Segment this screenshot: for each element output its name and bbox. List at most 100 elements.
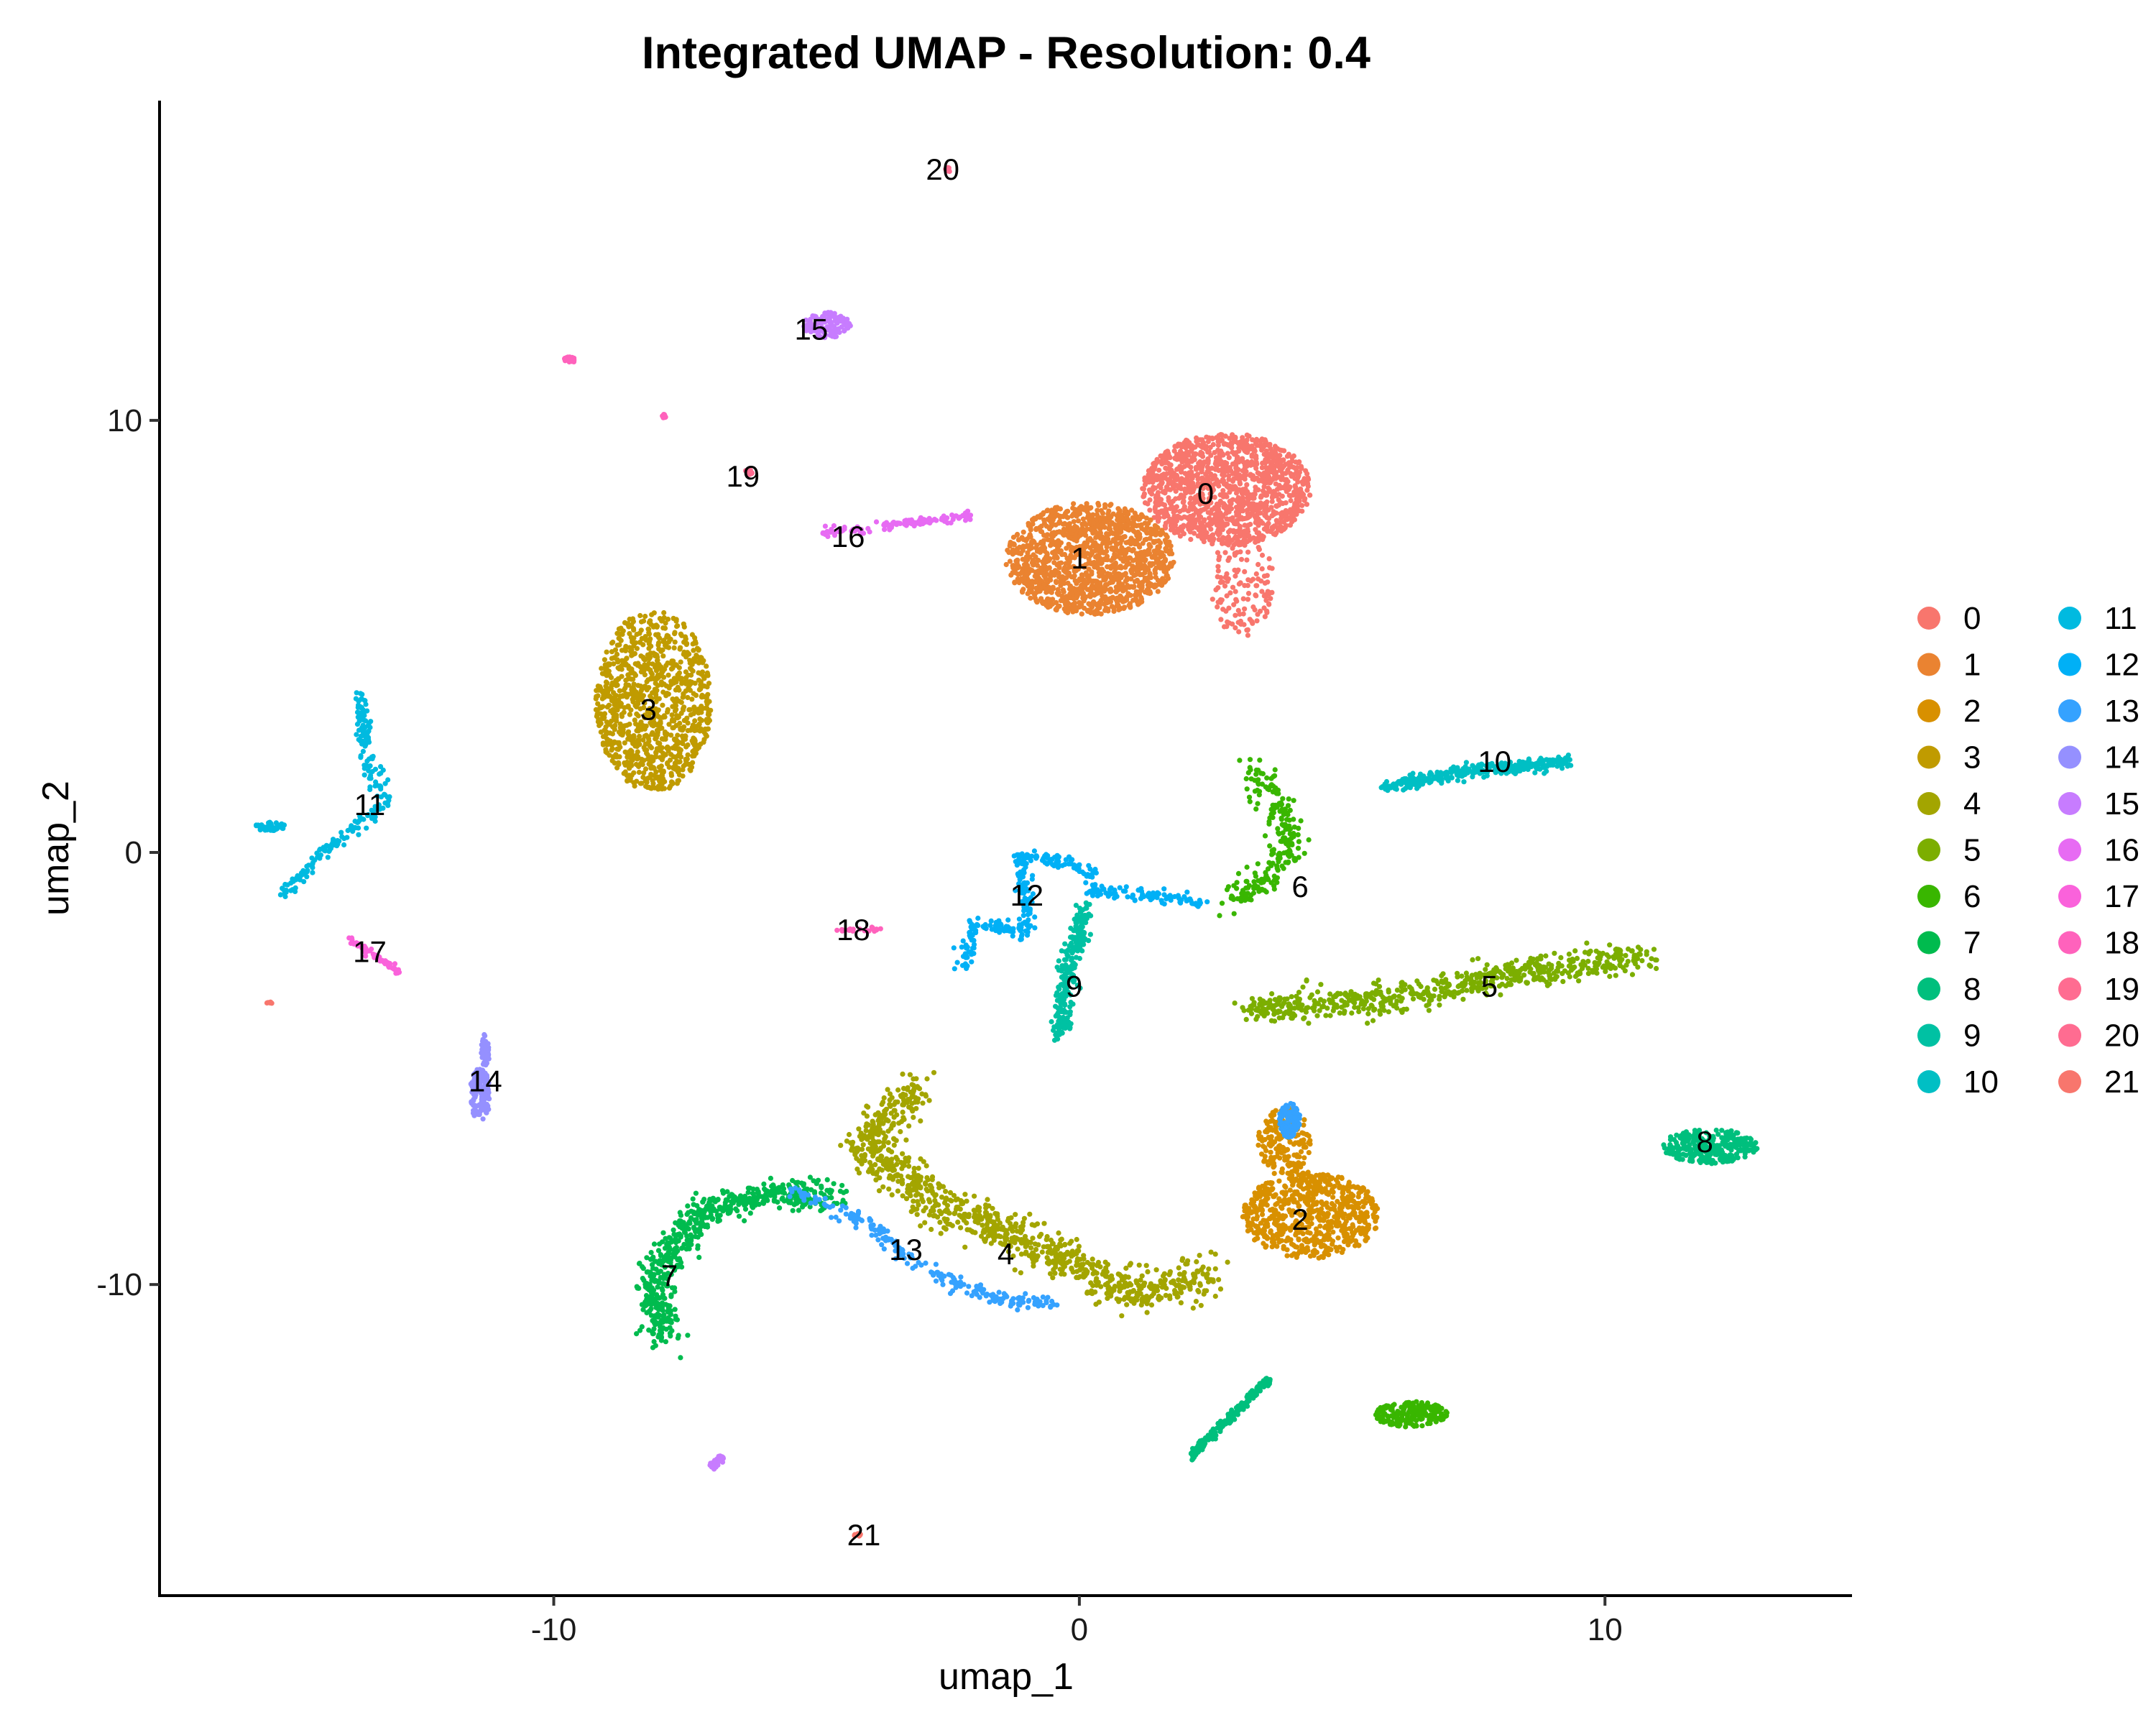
cell-point: [1252, 462, 1258, 468]
cell-point: [1228, 506, 1235, 512]
cell-point: [1077, 604, 1082, 610]
cell-point: [1304, 487, 1310, 493]
cell-point: [959, 1214, 964, 1220]
cell-point: [666, 785, 673, 791]
cell-point: [1317, 1184, 1323, 1190]
cell-point: [1118, 556, 1124, 561]
cell-point: [1101, 575, 1107, 581]
cell-point: [1226, 455, 1232, 461]
cell-point: [1059, 593, 1065, 599]
cell-point: [1259, 589, 1265, 594]
cell-point: [1354, 1241, 1360, 1247]
cell-point: [1151, 461, 1156, 466]
cell-point: [1207, 495, 1213, 501]
cell-point: [895, 1087, 901, 1093]
cell-point: [1276, 1133, 1282, 1140]
cell-point: [1276, 456, 1281, 461]
cell-point: [1301, 1161, 1307, 1167]
cell-point: [1053, 522, 1059, 528]
cell-point: [1262, 1197, 1268, 1203]
cell-point: [1235, 494, 1241, 501]
cell-point: [640, 686, 645, 691]
cell-point: [1296, 1141, 1302, 1147]
cell-point: [1258, 1220, 1263, 1226]
cell-point: [1271, 1171, 1277, 1177]
cell-point: [1323, 1251, 1329, 1257]
cell-point: [1333, 1177, 1339, 1183]
cell-point: [605, 669, 611, 676]
cell-point: [649, 676, 655, 681]
cell-point: [1210, 532, 1216, 538]
cell-point: [1259, 1212, 1266, 1218]
cell-point: [1104, 553, 1110, 559]
cell-point: [671, 658, 676, 664]
cell-point: [1268, 1186, 1274, 1192]
cell-point: [1138, 581, 1144, 586]
cell-point: [1215, 479, 1220, 484]
cell-point: [1305, 1169, 1311, 1175]
cell-point: [694, 724, 699, 730]
cell-point: [1228, 498, 1234, 504]
cell-point: [1251, 477, 1257, 482]
cell-point: [1189, 472, 1195, 478]
cell-point: [1330, 1195, 1336, 1200]
cell-point: [1281, 463, 1287, 469]
cell-point: [1147, 497, 1153, 503]
cell-point: [690, 753, 696, 759]
cell-point: [1086, 566, 1092, 572]
cell-point: [1240, 468, 1245, 474]
cell-point: [1258, 1205, 1263, 1210]
cell-point: [1267, 1158, 1273, 1164]
cell-point: [1268, 1228, 1273, 1234]
cell-point: [1197, 482, 1203, 488]
cell-point: [1268, 505, 1274, 510]
cell-point: [1054, 579, 1059, 586]
cell-point: [1177, 466, 1183, 472]
cell-point: [1067, 524, 1072, 530]
cell-point: [652, 653, 658, 658]
cell-point: [1237, 479, 1243, 485]
cell-point: [1292, 501, 1298, 507]
cell-point: [657, 740, 663, 747]
cell-point: [646, 645, 652, 651]
cell-point: [696, 677, 702, 683]
cell-point: [1227, 489, 1233, 495]
cell-point: [1218, 617, 1224, 622]
cell-point: [885, 1087, 890, 1092]
cell-point: [1231, 602, 1237, 607]
cell-point: [1010, 565, 1016, 571]
cell-point: [1164, 471, 1170, 477]
cell-point: [1286, 1176, 1292, 1182]
cell-point: [1245, 549, 1251, 555]
cell-point: [1164, 548, 1169, 554]
cell-point: [1233, 589, 1238, 594]
cell-point: [618, 625, 624, 631]
cell-point: [609, 698, 615, 704]
cluster-0-points: [1140, 432, 1313, 638]
cell-point: [662, 714, 668, 719]
cell-point: [1100, 593, 1105, 599]
cell-point: [1329, 1201, 1335, 1207]
cell-point: [1192, 530, 1197, 536]
cell-point: [1180, 507, 1186, 512]
cell-point: [1253, 1205, 1258, 1210]
cell-point: [1232, 551, 1238, 556]
cell-point: [665, 672, 671, 678]
cell-point: [1028, 527, 1033, 533]
cell-point: [1293, 485, 1299, 491]
cell-point: [1165, 487, 1171, 492]
cell-point: [1371, 1215, 1377, 1220]
cell-point: [672, 639, 678, 645]
cell-point: [660, 702, 665, 708]
cell-point: [1308, 1184, 1314, 1190]
cell-point: [1013, 570, 1018, 576]
cell-point: [630, 616, 636, 622]
cell-point: [1158, 540, 1164, 546]
cell-point: [660, 653, 666, 659]
cell-point: [1169, 518, 1174, 524]
cell-point: [1207, 520, 1213, 525]
cell-point: [1172, 443, 1178, 449]
cell-point: [1021, 529, 1026, 535]
cell-point: [672, 766, 678, 772]
